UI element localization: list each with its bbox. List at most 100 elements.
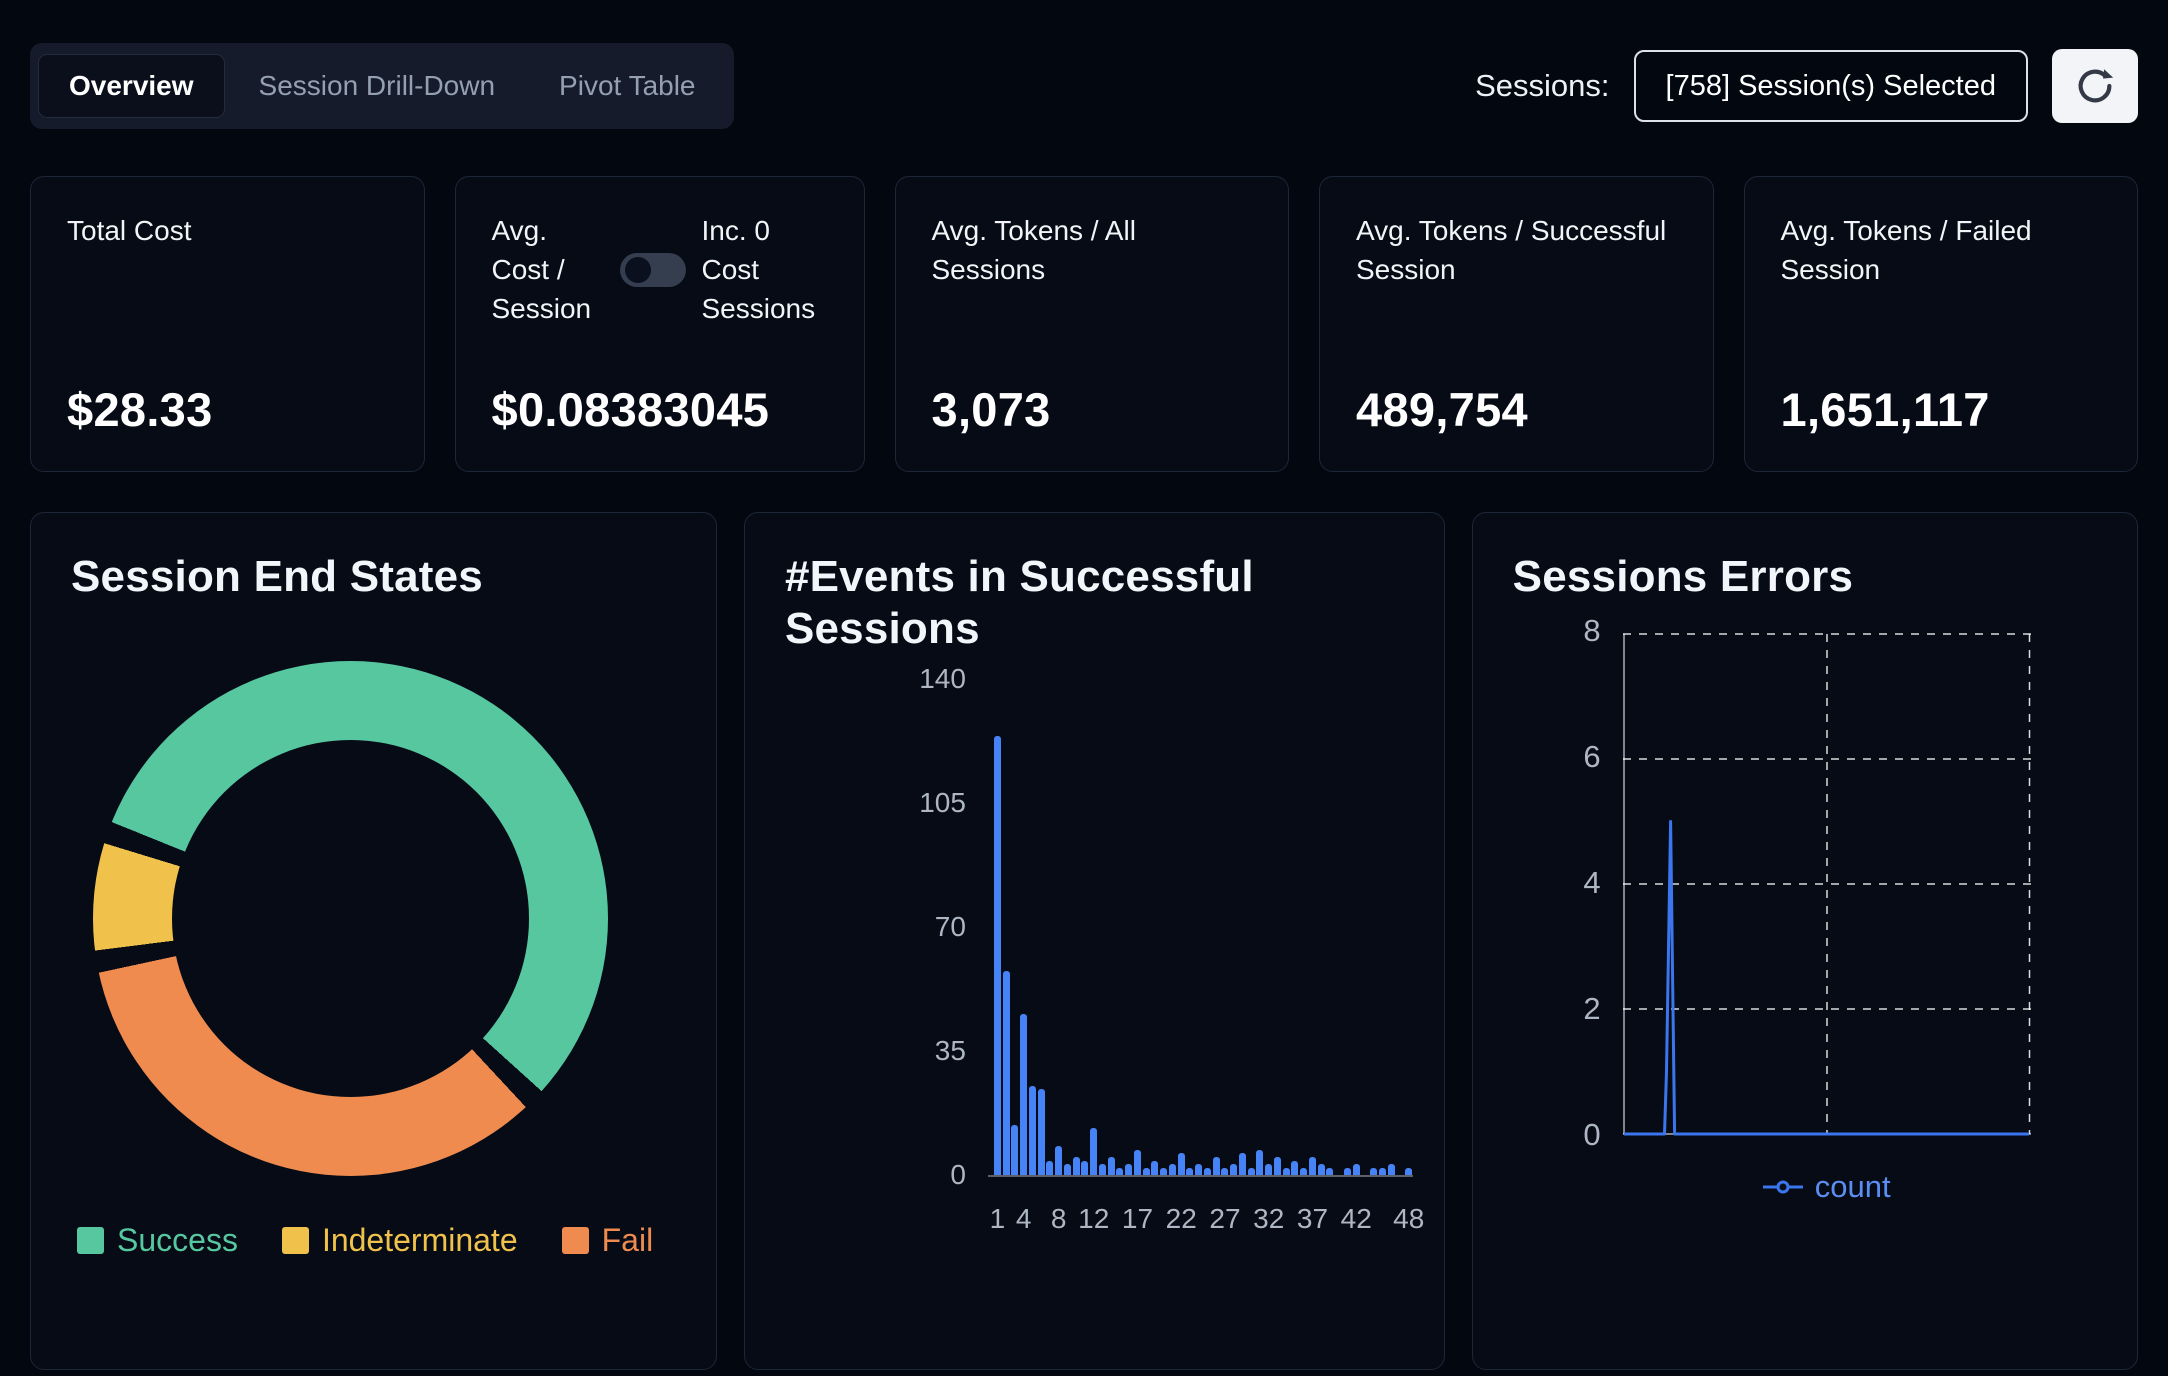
bar [1151, 1160, 1159, 1175]
bar-chart-bars [987, 677, 1413, 1177]
y-tick-label: 0 [950, 1158, 966, 1190]
bar-chart-ylabels: 140 105 70 35 0 [873, 663, 988, 1191]
stat-card-toggle-label: Inc. 0 Cost Sessions [701, 215, 816, 325]
donut-legend: Success Indeterminate Fail [77, 1222, 676, 1259]
stat-card-label: Avg. Tokens / Successful Session [1356, 215, 1667, 286]
bar-chart: 140 105 70 35 0 1 4 8 12 17 22 27 32 37 42 48 [873, 663, 1424, 1235]
y-tick-label: 140 [919, 662, 966, 694]
bar [1125, 1164, 1133, 1175]
y-tick-label: 70 [934, 910, 966, 942]
bar [1247, 1167, 1255, 1175]
bar [1168, 1164, 1176, 1175]
zero-cost-toggle[interactable] [619, 252, 686, 287]
tab-overview[interactable]: Overview [38, 54, 225, 118]
line-marker-icon [1762, 1180, 1803, 1194]
legend-item-success: Success [77, 1222, 238, 1259]
stat-card-label: Avg. Cost / Session [491, 215, 592, 325]
stat-card-total-cost: Total Cost $28.33 [30, 176, 425, 472]
line-legend-label: count [1814, 1168, 1891, 1204]
bar [1020, 1014, 1028, 1175]
line-chart-svg [1622, 633, 2031, 1136]
legend-label: Success [117, 1221, 238, 1258]
x-tick-label: 37 [1296, 1202, 1329, 1234]
y-tick-label: 0 [1583, 1116, 1601, 1152]
bar [1098, 1164, 1106, 1175]
bar [1238, 1153, 1246, 1175]
bar [1370, 1167, 1378, 1175]
bar [1256, 1149, 1264, 1175]
bar [1326, 1167, 1334, 1175]
bar [1195, 1164, 1203, 1175]
bar [1352, 1164, 1360, 1175]
bar [1230, 1164, 1238, 1175]
bar [1177, 1153, 1185, 1175]
bar [1142, 1167, 1150, 1175]
toggle-knob [624, 256, 651, 283]
bar [1186, 1167, 1194, 1175]
panel-sessions-errors: Sessions Errors 8 6 4 2 0 count [1471, 512, 2138, 1370]
bar [1405, 1167, 1413, 1175]
bar [1116, 1167, 1124, 1175]
bar [1308, 1156, 1316, 1175]
bar [1081, 1160, 1089, 1175]
bar [1028, 1085, 1036, 1175]
stat-card-header: Avg. Cost / Session Inc. 0 Cost Sessions [492, 211, 828, 329]
x-tick-label: 1 [989, 1202, 1006, 1234]
x-tick-label: 42 [1340, 1202, 1372, 1234]
bar [1291, 1160, 1299, 1175]
bar [1072, 1156, 1080, 1175]
sessions-select[interactable]: [758] Session(s) Selected [1633, 50, 2028, 122]
stat-card-avg-cost-session: Avg. Cost / Session Inc. 0 Cost Sessions… [454, 176, 865, 472]
bar [1160, 1167, 1168, 1175]
stat-card-value: $28.33 [67, 383, 213, 436]
legend-label: Indeterminate [321, 1221, 518, 1258]
x-tick-label: 27 [1209, 1202, 1241, 1234]
bar [1203, 1167, 1211, 1175]
bar [1317, 1164, 1325, 1175]
y-tick-label: 6 [1583, 738, 1601, 774]
refresh-icon [2074, 65, 2116, 107]
bar [1011, 1124, 1019, 1175]
sessions-label: Sessions: [1475, 68, 1610, 103]
x-tick-label: 48 [1393, 1202, 1425, 1234]
bar [1063, 1164, 1071, 1175]
panel-title: Session End States [71, 552, 483, 601]
bar [1343, 1167, 1351, 1175]
x-tick-label: 12 [1078, 1202, 1110, 1234]
bar [1002, 971, 1010, 1175]
tab-session-drill-down[interactable]: Session Drill-Down [258, 70, 496, 101]
stat-cards-row: Total Cost $28.33 Avg. Cost / Session In… [30, 176, 2138, 472]
bar [1265, 1164, 1273, 1175]
legend-item-indeterminate: Indeterminate [281, 1221, 518, 1259]
bar [1378, 1167, 1386, 1175]
legend-swatch [561, 1226, 589, 1254]
y-tick-label: 4 [1583, 864, 1601, 900]
x-tick-label: 8 [1050, 1202, 1067, 1234]
stat-card-avg-tokens-all: Avg. Tokens / All Sessions 3,073 [894, 176, 1289, 472]
line-chart: 8 6 4 2 0 [1513, 613, 2097, 1153]
tab-pivot-table[interactable]: Pivot Table [559, 70, 696, 101]
legend-item-fail: Fail [561, 1222, 653, 1259]
y-tick-label: 8 [1583, 612, 1601, 648]
legend-swatch [281, 1226, 309, 1254]
donut-hole [172, 739, 529, 1097]
y-tick-label: 35 [934, 1034, 966, 1066]
bar [993, 735, 1001, 1175]
line-chart-ylabels: 8 6 4 2 0 [1513, 613, 1623, 1153]
x-tick-label: 4 [1015, 1202, 1032, 1234]
bar [1055, 1146, 1063, 1175]
top-bar: Overview Session Drill-Down Pivot Table … [30, 42, 2138, 130]
bar [1221, 1167, 1229, 1175]
stat-card-value: 489,754 [1356, 383, 1528, 436]
bar-chart-xlabels: 1 4 8 12 17 22 27 32 37 42 48 [988, 1191, 1425, 1235]
refresh-button[interactable] [2052, 49, 2138, 123]
panel-title: Sessions Errors [1512, 552, 1854, 601]
stat-card-label: Avg. Tokens / All Sessions [931, 215, 1136, 286]
stat-card-value: 1,651,117 [1780, 383, 1990, 436]
stat-card-label: Total Cost [67, 215, 192, 246]
bar [1107, 1156, 1115, 1175]
stat-card-avg-tokens-successful: Avg. Tokens / Successful Session 489,754 [1319, 176, 1714, 472]
tab-bar: Overview Session Drill-Down Pivot Table [30, 43, 734, 129]
panel-events-histogram: #Events in Successful Sessions 140 105 70 3… [743, 512, 1445, 1370]
